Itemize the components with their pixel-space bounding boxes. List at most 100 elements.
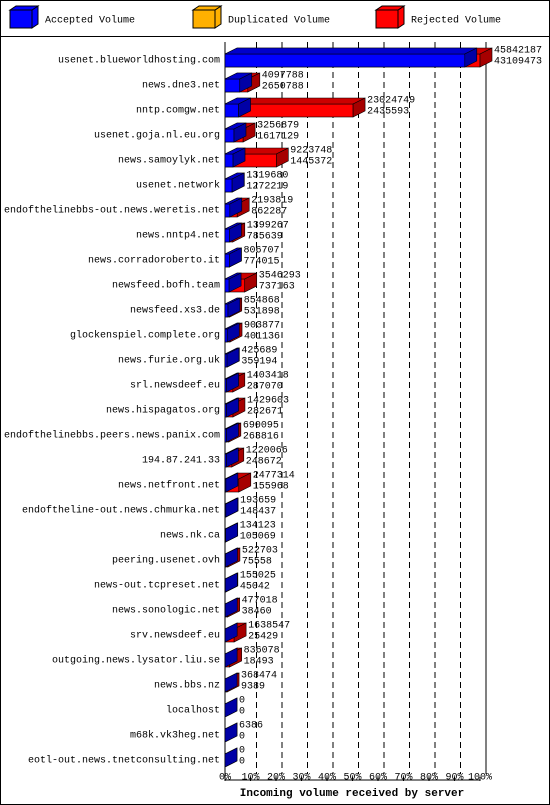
value-label: 2193819 [251, 196, 293, 207]
bar [224, 47, 478, 68]
bar-side [352, 97, 366, 118]
bar [224, 322, 240, 343]
value-label: 737163 [259, 282, 295, 293]
value-label: 1638547 [248, 621, 290, 632]
bar [224, 222, 242, 243]
bar-side [225, 497, 239, 518]
value-label: 3546293 [259, 271, 301, 282]
y-tick-label: endofthelinebbs-out.news.weretis.net [4, 205, 220, 217]
bar-top-shade [225, 298, 240, 304]
bar-front [224, 178, 233, 193]
bar [224, 247, 242, 268]
bar-side [229, 222, 242, 243]
legend-item: Duplicated Volume [191, 5, 330, 29]
bar [224, 597, 238, 618]
y-tick-label: news.corradoroberto.it [88, 255, 220, 267]
x-tick-label: 50% [343, 773, 361, 784]
value-label: 3256879 [257, 121, 299, 132]
legend-swatch [375, 9, 399, 29]
value-label: 903877 [244, 321, 280, 332]
value-label: 531898 [244, 307, 280, 318]
bar-side [232, 147, 246, 168]
y-tick-label: usenet.goja.nl.eu.org [94, 130, 220, 142]
legend-label: Rejected Volume [411, 15, 501, 27]
bar-side-shade [225, 523, 238, 542]
x-tick-label: 20% [267, 773, 285, 784]
bar [224, 422, 239, 443]
value-label: 690095 [243, 421, 279, 432]
y-tick-label: outgoing.news.lysator.liu.se [52, 655, 220, 667]
legend-label: Accepted Volume [45, 15, 135, 27]
y-tick-label: m68k.vk3heg.net [130, 730, 220, 742]
legend-item: Accepted Volume [8, 5, 135, 29]
bar-side-shade [225, 648, 238, 667]
y-tick-label: srv.newsdeef.eu [130, 630, 220, 642]
value-label: 45042 [240, 582, 270, 593]
bar-top-shade [225, 48, 477, 54]
bar-side [224, 722, 238, 743]
bar-top-shade [225, 173, 245, 179]
value-label: 155025 [240, 571, 276, 582]
value-label: 0 [239, 696, 245, 707]
value-label: 2650788 [262, 82, 304, 93]
bar-side-shade [353, 98, 366, 117]
bar-side [231, 172, 245, 193]
y-tick-label: news.nntp4.net [136, 231, 220, 242]
bar-top-shade [225, 248, 242, 254]
bar-front [224, 303, 229, 318]
bar-side [226, 397, 239, 418]
value-label: 45842187 [494, 46, 542, 57]
value-label: 1429603 [247, 396, 289, 407]
bar-side [225, 472, 239, 493]
y-tick-label: nntp.comgw.net [136, 106, 220, 117]
bar-top-shade [225, 73, 252, 79]
bar-front [224, 328, 228, 343]
value-label: 1617129 [257, 132, 299, 143]
bar-side-shade [233, 123, 246, 142]
bar-side-shade [480, 48, 492, 67]
bar-side-shade [239, 73, 252, 92]
bar-top-shade [225, 98, 251, 104]
value-label: 148437 [240, 507, 276, 518]
legend-swatch-top [8, 5, 40, 11]
y-tick-label: news.furie.org.uk [118, 355, 220, 367]
bar-side [229, 197, 243, 218]
bar [224, 472, 239, 493]
bar-side [224, 572, 238, 593]
bar-side-shade [229, 223, 242, 242]
value-label: 401136 [244, 332, 280, 343]
y-tick-label: usenet.blueworldhosting.com [58, 55, 220, 67]
value-label: 2435593 [367, 107, 409, 118]
value-label: 1445372 [290, 157, 332, 168]
legend-swatch [192, 9, 216, 29]
bar-side [228, 272, 242, 293]
y-tick-label: newsfeed.xs3.de [130, 305, 220, 317]
value-label: 0 [239, 746, 245, 757]
value-label: 25429 [248, 632, 278, 643]
value-label: 862287 [251, 207, 287, 218]
y-tick-label: eotl-out.news.tnetconsulting.net [28, 755, 220, 767]
bar-front [224, 203, 231, 218]
bar [224, 197, 243, 218]
value-label: 248672 [246, 457, 282, 468]
bar-front [224, 153, 234, 168]
y-tick-label: news.hispagatos.org [106, 405, 220, 417]
bar [224, 672, 238, 693]
bar-side [224, 622, 238, 643]
bar-side-shade [225, 623, 238, 642]
value-label: 785639 [247, 232, 283, 243]
y-tick-label: news.sonologic.net [112, 605, 220, 617]
bar-front [224, 228, 230, 243]
bar-side [224, 747, 238, 768]
bar-side [239, 72, 253, 93]
bar-side-shade [464, 48, 477, 67]
value-label: 1403418 [247, 371, 289, 382]
y-tick-label: news.nk.ca [160, 530, 220, 542]
value-label: 155968 [253, 482, 289, 493]
bar-side-shade [229, 198, 242, 217]
value-label: 4097788 [262, 71, 304, 82]
y-tick-label: news.dne3.net [142, 80, 220, 92]
bar [224, 522, 238, 543]
bar-side [479, 47, 493, 68]
